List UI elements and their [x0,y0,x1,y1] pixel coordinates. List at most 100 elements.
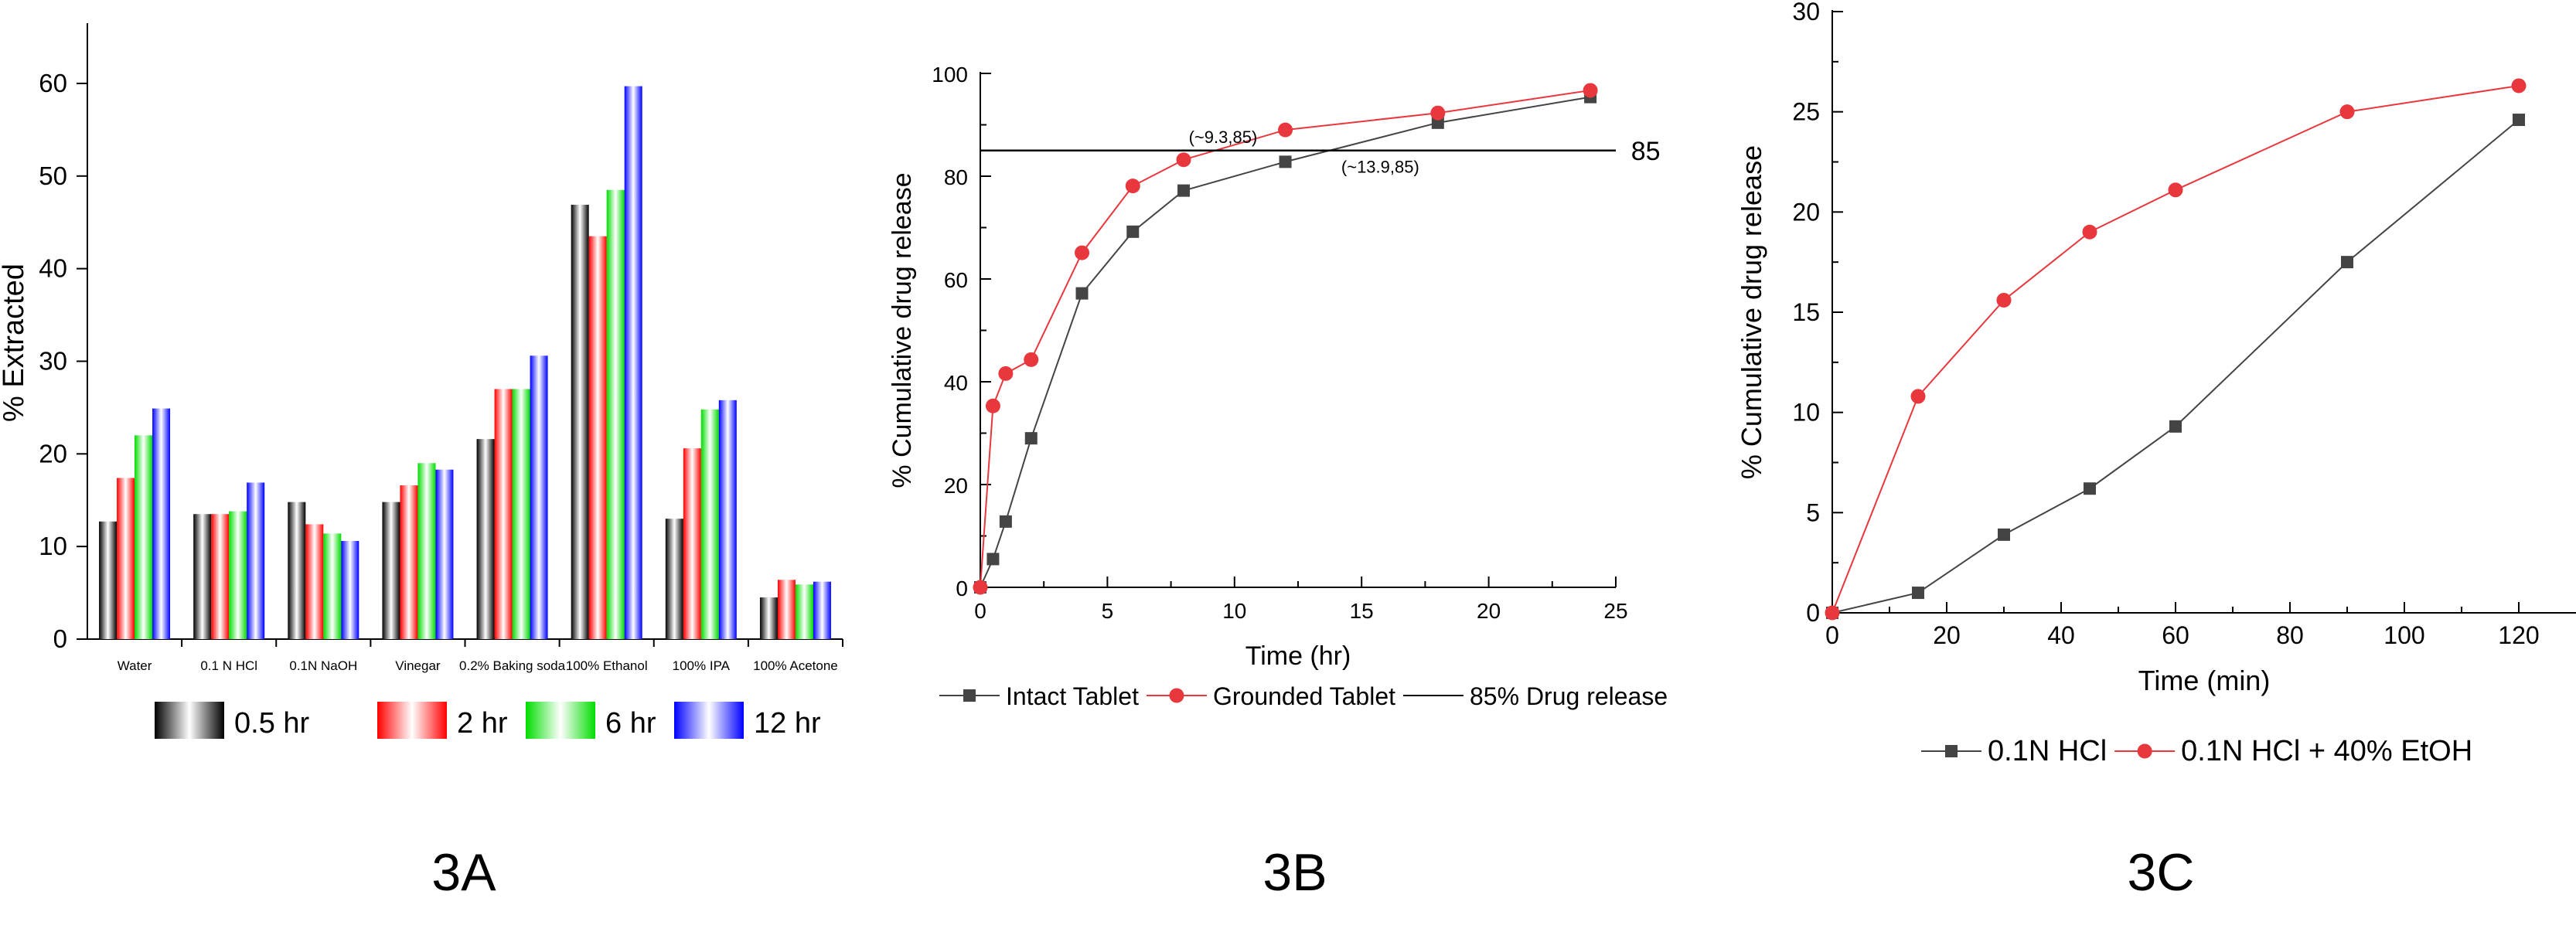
bar-vinegar-12-hr [435,469,454,639]
annotation: (~9.3,85) [1189,128,1258,147]
panel-3b-line-chart: 0 20 40 60 80 100 0 5 10 15 20 25 Time (hr) % Cumulat… [888,63,1668,902]
bar-100-ipa-2-hr [683,448,701,639]
bar-vinegar-6-hr [417,463,436,639]
x-tick-label: 0.1N NaOH [289,658,357,673]
point-intact-tablet [1126,225,1140,238]
bar-0-1n-naoh-0-5-hr [288,502,306,639]
x-tick-label: Water [118,658,152,673]
legend-marker-0-1n-hcl-40-etoh [2137,743,2152,759]
series-line-intact-tablet [980,96,1591,588]
bar-0-1-n-hcl-12-hr [247,482,265,639]
y-tick-label: 50 [39,162,67,190]
point-0-1n-hcl-40-etoh [2339,104,2355,120]
point-intact-tablet [1024,432,1038,445]
bar-vinegar-2-hr [400,485,418,639]
point-0-1n-hcl-40-etoh [1910,389,1926,404]
x-tick-label: 40 [2047,621,2075,649]
x-tick-label: 0 [974,599,986,623]
legend-label-intact-tablet: Intact Tablet [1006,682,1139,710]
bar-0-1n-naoh-2-hr [305,524,324,639]
bar-100-acetone-0-5-hr [759,597,778,639]
legend-label-6-hr: 6 hr [605,707,656,740]
x-tick-label: 20 [1477,599,1501,623]
legend-label-0-1n-hcl-40-etoh: 0.1N HCl + 40% EtOH [2181,735,2472,767]
legend-swatch-6-hr [526,702,595,739]
point-0-1n-hcl [1912,587,1924,600]
legend-label-0-5-hr: 0.5 hr [234,707,310,740]
bar-water-2-hr [117,478,135,639]
point-intact-tablet [986,553,1000,566]
point-grounded-tablet [1176,152,1191,168]
legend-label-85-drug-release: 85% Drug release [1470,682,1668,710]
point-0-1n-hcl-40-etoh [1825,605,1840,621]
point-0-1n-hcl [2084,482,2096,495]
x-tick-label: 100 [2383,621,2424,649]
y-tick-label: 0 [53,624,67,653]
bar-100-acetone-2-hr [777,580,796,639]
y-tick-label: 60 [944,268,968,292]
y-tick-label: 25 [1792,98,1820,126]
y-tick-label: 30 [1792,0,1820,26]
point-0-1n-hcl-40-etoh [2082,224,2097,240]
bar-100-acetone-6-hr [795,584,813,639]
point-intact-tablet [999,515,1012,528]
point-grounded-tablet [1583,83,1598,98]
y-tick-label: 100 [932,63,968,87]
x-tick-label: 100% IPA [673,658,731,673]
x-tick-label: 0.1 N HCl [200,658,257,673]
y-tick-label: 5 [1806,498,1820,526]
y-tick-label: 60 [39,69,67,97]
annotation: (~13.9,85) [1341,158,1419,177]
bar-0-2-baking-soda-2-hr [494,389,513,639]
y-tick-label: 40 [944,371,968,395]
x-axis-label: Time (hr) [1245,641,1351,671]
legend-swatch-0-5-hr [155,702,224,739]
legend-label-2-hr: 2 hr [457,707,508,740]
bar-100-ipa-0-5-hr [665,519,683,639]
y-tick-label: 20 [944,474,968,498]
bar-0-1-n-hcl-0-5-hr [193,514,212,639]
y-axis-label: % Cumulative drug release [888,172,917,488]
point-0-1n-hcl [1998,528,2010,541]
point-0-1n-hcl-40-etoh [1996,292,2012,308]
panel-3a-bar-chart: 0 10 20 30 40 50 60 % Extracted Water 0.1 N HCl 0.… [0,23,843,902]
bar-100-ethanol-0-5-hr [571,204,589,639]
legend-marker-grounded-tablet [1169,688,1184,703]
x-tick-label: 5 [1102,599,1114,623]
series-line-0-1n-hcl-40-etoh [1831,84,2520,614]
y-axis-label: % Cumulative drug release [1736,145,1767,479]
point-intact-tablet [1279,155,1292,168]
bar-0-2-baking-soda-12-hr [530,355,548,639]
legend-label-0-1n-hcl: 0.1N HCl [1988,735,2107,767]
point-0-1n-hcl [2513,114,2525,127]
bar-water-0-5-hr [99,521,118,639]
legend-swatch-2-hr [377,702,447,739]
x-tick-label: 120 [2498,621,2539,649]
bar-vinegar-0-5-hr [382,502,400,639]
y-tick-label: 40 [39,254,67,283]
x-tick-label: 60 [2162,621,2189,649]
point-0-1n-hcl-40-etoh [2168,182,2183,198]
bar-0-1n-naoh-12-hr [341,540,359,639]
point-grounded-tablet [973,580,988,595]
point-0-1n-hcl-40-etoh [2511,78,2527,94]
series-line-grounded-tablet [980,89,1591,588]
bar-0-1-n-hcl-6-hr [229,511,247,639]
y-tick-label: 80 [944,165,968,189]
panel-label-3a: 3A [431,843,496,902]
x-tick-label: 100% Ethanol [566,658,648,673]
legend-label-grounded-tablet: Grounded Tablet [1213,682,1395,710]
bar-100-ipa-12-hr [718,400,737,639]
bar-0-1n-naoh-6-hr [323,533,342,639]
point-grounded-tablet [1024,352,1039,367]
bar-water-12-hr [152,408,171,639]
point-grounded-tablet [1430,105,1446,121]
point-0-1n-hcl [2341,256,2353,269]
point-grounded-tablet [1125,179,1140,194]
panel-label-3c: 3C [2128,843,2195,902]
bar-water-6-hr [135,435,153,639]
point-grounded-tablet [1075,245,1090,260]
x-tick-label: Vinegar [395,658,441,673]
annotation: 85 [1631,137,1661,166]
